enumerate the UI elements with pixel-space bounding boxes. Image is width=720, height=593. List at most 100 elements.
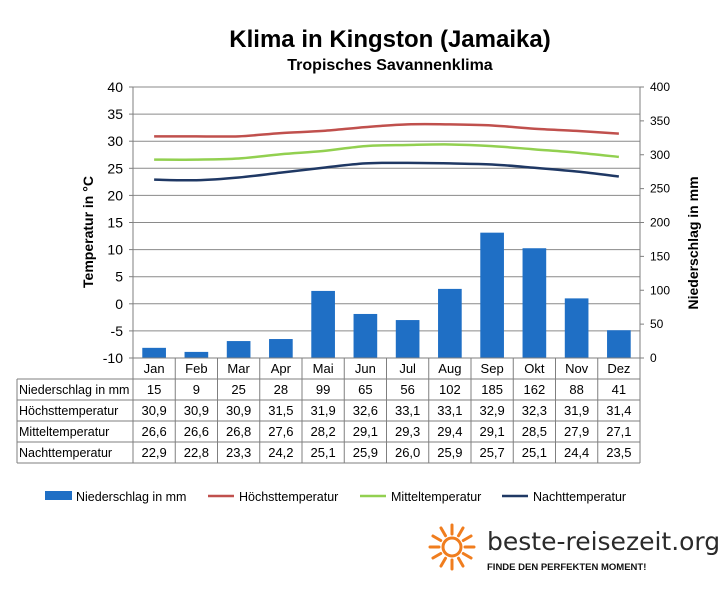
series-line — [154, 161, 620, 182]
series-line — [154, 143, 620, 161]
tick-label-right: 300 — [650, 148, 670, 162]
right-axis-ticks: 0 50 100 150 200 250 300 350 400 — [640, 80, 670, 365]
category-label: Dez — [607, 361, 630, 376]
sun-ray — [431, 534, 443, 542]
legend-label: Höchsttemperatur — [239, 490, 338, 504]
table-cell: 9 — [193, 382, 200, 397]
bar — [522, 248, 547, 358]
tick-label-left: 0 — [115, 296, 123, 312]
branding: beste-reisezeit.org FINDE DEN PERFEKTEN … — [428, 523, 720, 573]
tick-label-left: 20 — [107, 187, 123, 203]
table-cell: 24,2 — [268, 445, 293, 460]
category-label: Okt — [524, 361, 545, 376]
table-cell: 32,9 — [479, 403, 504, 418]
table-cell: 30,9 — [226, 403, 251, 418]
tick-label-right: 350 — [650, 114, 670, 128]
table-cell: 29,4 — [437, 424, 462, 439]
precipitation-bars — [142, 232, 631, 358]
table-cell: 28,2 — [310, 424, 335, 439]
bar — [311, 290, 335, 358]
table-cell: 29,3 — [395, 424, 420, 439]
tick-label-right: 50 — [650, 317, 664, 331]
series-line — [154, 122, 619, 138]
y-axis-right-label: Niederschlag in mm — [685, 176, 701, 309]
table-cell: 30,9 — [141, 403, 166, 418]
table-cell: 23,5 — [606, 445, 631, 460]
bar — [269, 339, 293, 358]
table-cell: 25 — [231, 382, 245, 397]
sun-ray — [439, 526, 447, 538]
table-row-label: Mitteltemperatur — [19, 425, 109, 439]
table-cell: 32,6 — [353, 403, 378, 418]
table-cell: 26,6 — [184, 424, 209, 439]
table-cell: 99 — [316, 382, 330, 397]
sun-core — [441, 536, 463, 558]
sun-ray — [461, 534, 473, 542]
sun-ray — [457, 526, 465, 538]
sun-ray — [439, 556, 447, 568]
table-cell: 31,5 — [268, 403, 293, 418]
table-cell: 41 — [612, 382, 626, 397]
table-cell: 33,1 — [437, 403, 462, 418]
bar — [226, 341, 251, 358]
category-label: Apr — [271, 361, 292, 376]
table-cell: 31,4 — [606, 403, 631, 418]
tick-label-left: 30 — [107, 133, 123, 149]
table-cell: 23,3 — [226, 445, 251, 460]
tick-label-left: -10 — [103, 350, 123, 366]
table-cell: 26,6 — [141, 424, 166, 439]
tick-label-right: 400 — [650, 80, 670, 94]
bar — [438, 288, 462, 358]
table-row-label: Niederschlag in mm — [19, 383, 129, 397]
y-axis-left-label: Temperatur in °C — [80, 176, 96, 288]
left-axis-ticks: -10 -5 0 5 10 15 20 25 30 35 40 — [103, 79, 133, 366]
tick-label-left: 25 — [107, 160, 123, 176]
table-cell: 24,4 — [564, 445, 589, 460]
table-cell: 27,1 — [606, 424, 631, 439]
table-cell: 162 — [524, 382, 546, 397]
sun-ray — [457, 556, 465, 568]
table-cell: 22,8 — [184, 445, 209, 460]
tick-label-left: 10 — [107, 242, 123, 258]
legend-swatch — [45, 491, 72, 500]
tick-label-right: 0 — [650, 351, 657, 365]
table-cell: 102 — [439, 382, 461, 397]
brand-slogan: FINDE DEN PERFEKTEN MOMENT! — [487, 562, 646, 573]
category-label: Jan — [144, 361, 165, 376]
bar — [480, 232, 504, 358]
table-cell: 25,9 — [353, 445, 378, 460]
table-cell: 26,0 — [395, 445, 420, 460]
table-cell: 25,7 — [479, 445, 504, 460]
table-cell: 185 — [481, 382, 503, 397]
tick-label-right: 250 — [650, 182, 670, 196]
table-cell: 15 — [147, 382, 161, 397]
tick-label-left: 5 — [115, 269, 123, 285]
sun-icon — [428, 523, 476, 571]
bar — [607, 330, 631, 358]
table-cell: 30,9 — [184, 403, 209, 418]
tick-label-left: 15 — [107, 215, 123, 231]
chart-subtitle: Tropisches Savannenklima — [287, 57, 493, 74]
table-cell: 31,9 — [564, 403, 589, 418]
legend-label: Niederschlag in mm — [76, 490, 186, 504]
table-cell: 25,9 — [437, 445, 462, 460]
tick-label-right: 100 — [650, 283, 670, 297]
category-label: Mar — [227, 361, 250, 376]
table-cell: 29,1 — [353, 424, 378, 439]
tick-label-right: 200 — [650, 216, 670, 230]
bar — [142, 347, 166, 358]
table-cell: 88 — [569, 382, 583, 397]
category-label: Nov — [565, 361, 589, 376]
bar — [395, 320, 420, 358]
table-cell: 56 — [400, 382, 414, 397]
table-cell: 27,9 — [564, 424, 589, 439]
tick-label-left: -5 — [111, 323, 124, 339]
bar — [564, 298, 589, 358]
chart-title: Klima in Kingston (Jamaika) — [229, 26, 550, 53]
table-cell: 28 — [274, 382, 288, 397]
table-cell: 33,1 — [395, 403, 420, 418]
table-cell: 25,1 — [310, 445, 335, 460]
table-cell: 26,8 — [226, 424, 251, 439]
category-label: Sep — [481, 361, 504, 376]
brand-site: beste-reisezeit.org — [487, 527, 720, 556]
